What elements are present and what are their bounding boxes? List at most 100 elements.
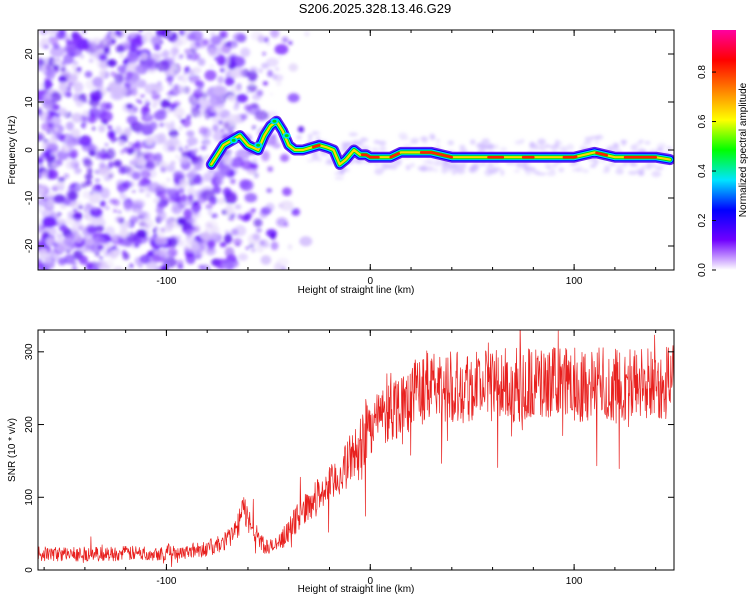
spectrogram-noise-blob <box>136 79 147 88</box>
spectrogram-halo-blob <box>493 167 502 171</box>
spectrogram-noise-blob <box>256 228 262 233</box>
spectrogram-halo-blob <box>487 143 495 150</box>
spectrogram-noise-blob <box>43 79 53 90</box>
spectrogram-noise-blob <box>100 118 108 125</box>
spectrogram-noise-blob <box>51 242 59 248</box>
spectrogram-noise-blob <box>219 242 227 248</box>
spectrogram-noise-blob <box>129 215 139 224</box>
spectrogram-noise-blob <box>44 261 55 270</box>
spectrogram-noise-blob <box>262 52 267 56</box>
spectrogram-noise-blob <box>272 134 276 138</box>
spectrogram-noise-blob <box>227 95 237 102</box>
spectrogram-noise-blob <box>230 178 236 185</box>
spectrogram-noise-blob <box>186 187 196 195</box>
spectrogram-noise-blob <box>106 59 117 67</box>
spectrogram-noise-blob <box>57 257 67 266</box>
spectrogram-noise-blob <box>160 161 168 168</box>
spectrogram-noise-blob <box>99 101 109 111</box>
spectrogram-noise-blob <box>67 211 75 219</box>
spectrogram-noise-blob <box>89 207 103 218</box>
spectrogram-halo-blob <box>645 163 652 170</box>
spectrogram-noise-blob <box>166 123 175 131</box>
spectrogram-ylabel: Frequency (Hz) <box>7 116 18 185</box>
spectrogram-noise-blob <box>198 114 202 118</box>
spectrogram-noise-blob <box>44 112 48 117</box>
spectrogram-halo-blob <box>410 163 415 168</box>
spectrogram-noise-blob <box>58 75 64 82</box>
spectrogram-noise-blob <box>123 220 132 228</box>
spectrogram-noise-blob <box>104 206 110 210</box>
spectrogram-halo-blob <box>500 147 508 152</box>
spectrogram-noise-blob <box>259 239 266 246</box>
spectrogram-noise-blob <box>204 69 217 81</box>
spectrogram-noise-blob <box>87 144 96 152</box>
spectrogram-noise-blob <box>266 57 279 67</box>
spectrogram-halo-blob <box>571 168 582 172</box>
spectrogram-noise-blob <box>260 255 272 265</box>
spectrogram-noise-blob <box>210 35 222 46</box>
spectrogram-noise-blob <box>51 128 62 140</box>
spectrogram-halo-blob <box>374 168 384 175</box>
snr-x-tick-label: -100 <box>156 576 176 587</box>
spectrogram-noise-blob <box>281 36 289 43</box>
spectrogram-noise-blob <box>98 151 109 161</box>
ridge-hot-segment <box>311 143 321 149</box>
spectrogram-noise-blob <box>137 215 144 220</box>
spectrogram-noise-blob <box>50 161 58 168</box>
spectrogram-noise-blob <box>237 37 243 43</box>
spectrogram-noise-blob <box>179 54 184 59</box>
spectrogram-noise-blob <box>69 73 78 82</box>
spectrogram-noise-blob <box>99 256 104 261</box>
spectrogram-halo-blob <box>602 169 610 174</box>
spectrogram-noise-blob <box>235 148 251 161</box>
spectrogram-noise-blob <box>102 241 110 247</box>
spectrogram-noise-blob <box>157 132 167 144</box>
spectrogram-noise-blob <box>75 185 80 189</box>
spectrogram-noise-blob <box>138 263 144 268</box>
spectrogram-noise-blob <box>130 142 142 152</box>
spectrogram-noise-blob <box>262 81 268 86</box>
spectrogram-noise-blob <box>297 126 305 133</box>
spectrogram-noise-blob <box>171 37 183 48</box>
ridge-patch-core <box>231 138 236 142</box>
spectrogram-halo-blob <box>538 145 547 151</box>
spectrogram-noise-blob <box>274 44 289 55</box>
spectrogram-noise-blob <box>230 54 236 60</box>
spectrogram-noise-blob <box>83 159 93 168</box>
spectrogram-halo-blob <box>341 141 347 148</box>
spectrogram-halo-blob <box>470 139 476 145</box>
spectrogram-halo-blob <box>551 163 558 168</box>
spectrogram-noise-blob <box>66 87 72 92</box>
ridge-patch-core <box>284 134 289 138</box>
spectrogram-noise-blob <box>213 84 225 97</box>
spectrogram-halo-blob <box>513 169 521 173</box>
spectrogram-noise-blob <box>41 121 54 132</box>
spectrogram-noise-blob <box>288 63 299 72</box>
spectrogram-noise-blob <box>182 78 187 84</box>
spectrogram-halo-blob <box>378 140 387 146</box>
ridge-hot-segment <box>562 155 578 159</box>
spectrogram-noise-blob <box>55 32 61 37</box>
colorbar-tick-label: 0.8 <box>697 65 708 79</box>
spectrogram-noise-blob <box>40 252 51 263</box>
spectrogram-noise-blob <box>52 58 61 65</box>
spectrogram-noise-blob <box>211 213 218 219</box>
spectrogram-noise-blob <box>197 83 204 89</box>
spectrogram-noise-blob <box>192 199 198 206</box>
spectrogram-noise-blob <box>251 157 258 164</box>
spectrogram-noise-blob <box>270 233 276 240</box>
spectrogram-noise-blob <box>38 238 45 244</box>
spectrogram-noise-blob <box>158 200 166 208</box>
spectrogram-noise-blob <box>251 125 257 130</box>
spectrogram-noise-blob <box>45 66 49 71</box>
spectrogram-noise-blob <box>80 121 87 129</box>
spectrogram-noise-blob <box>244 104 252 112</box>
spectrogram-noise-blob <box>46 199 54 208</box>
spectrogram-noise-blob <box>80 182 88 189</box>
spectrogram-noise-blob <box>222 154 233 166</box>
spectrogram-noise-blob <box>38 174 42 179</box>
spectrogram-y-tick-label: 20 <box>24 48 35 60</box>
spectrogram-noise-blob <box>45 142 59 153</box>
spectrogram-halo-blob <box>546 170 556 177</box>
spectrogram-noise-blob <box>96 219 102 224</box>
